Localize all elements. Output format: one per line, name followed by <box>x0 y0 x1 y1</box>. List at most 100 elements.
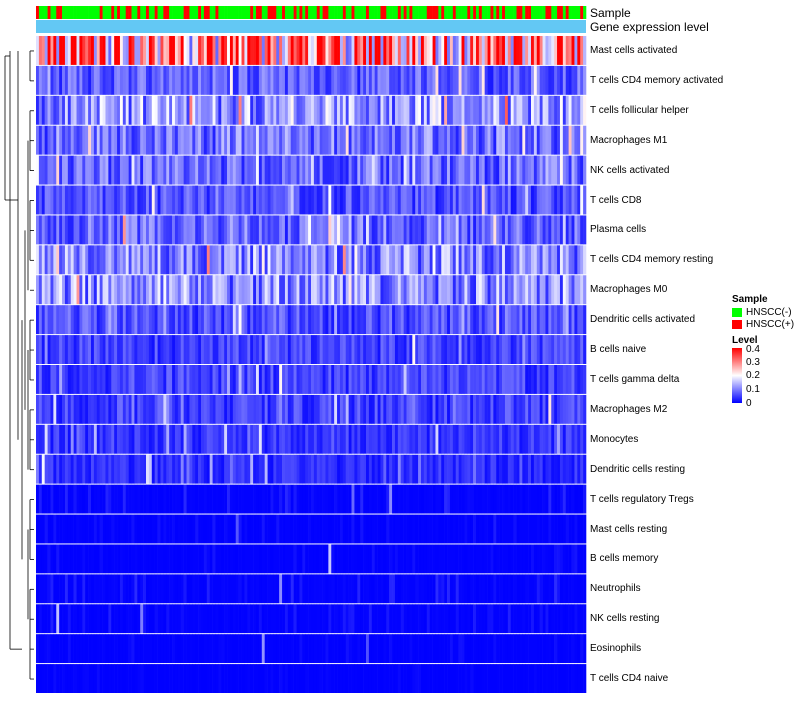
heatmap-cell <box>198 65 202 95</box>
heatmap-cell <box>41 335 45 364</box>
heatmap-cell <box>461 365 465 394</box>
heatmap-cell <box>276 484 280 514</box>
heatmap-cell <box>302 574 306 604</box>
heatmap-cell <box>551 215 555 245</box>
heatmap-cell <box>209 484 213 514</box>
heatmap-cell <box>36 664 40 693</box>
heatmap-cell <box>380 394 384 424</box>
heatmap-cell <box>154 95 158 125</box>
heatmap-cell <box>229 394 234 424</box>
heatmap-cell <box>562 394 567 424</box>
heatmap-cell <box>70 215 74 245</box>
heatmap-cell <box>177 95 182 125</box>
heatmap-cell <box>192 335 196 364</box>
heatmap-cell <box>371 394 375 424</box>
heatmap-cell <box>386 664 390 693</box>
heatmap-cell <box>412 574 416 604</box>
heatmap-cell <box>209 394 213 424</box>
heatmap-cell <box>334 424 338 454</box>
heatmap-cell <box>519 245 523 275</box>
heatmap-cell <box>108 125 112 155</box>
heatmap-cell <box>296 664 300 693</box>
heatmap-cell <box>577 95 581 125</box>
heatmap-cell <box>331 155 335 185</box>
heatmap-cell <box>392 185 396 215</box>
heatmap-cell <box>473 335 477 364</box>
heatmap-cell <box>105 305 109 335</box>
heatmap-cell <box>516 95 520 125</box>
heatmap-cell <box>504 454 509 484</box>
heatmap-cell <box>452 125 457 155</box>
heatmap-cell <box>273 215 277 245</box>
heatmap-cell <box>279 185 283 215</box>
heatmap-cell <box>464 185 468 215</box>
row-label: T cells CD4 memory resting <box>590 254 714 266</box>
heatmap-cell <box>493 65 497 95</box>
heatmap-cell <box>539 454 543 484</box>
heatmap-cell <box>548 155 552 185</box>
heatmap-cell <box>128 514 132 544</box>
heatmap-cell <box>261 454 265 484</box>
heatmap-cell <box>189 305 193 335</box>
heatmap-cell <box>449 185 454 215</box>
heatmap-cell <box>519 365 523 394</box>
heatmap-cell <box>559 155 564 185</box>
heatmap-cell <box>203 484 208 514</box>
heatmap-cell <box>412 215 416 245</box>
heatmap-cell <box>183 335 187 364</box>
heatmap-cell <box>221 125 225 155</box>
heatmap-cell <box>186 514 190 544</box>
heatmap-cell <box>354 514 358 544</box>
heatmap-cell <box>467 185 471 215</box>
heatmap-cell <box>174 245 179 275</box>
sample-annotation-cell <box>157 6 161 19</box>
heatmap-cell <box>146 365 150 394</box>
sample-annotation-cell <box>102 6 106 19</box>
heatmap-cell <box>577 36 581 65</box>
sample-annotation-cell <box>403 6 407 19</box>
heatmap-cell <box>516 394 520 424</box>
sample-annotation-cell <box>565 6 569 19</box>
heatmap-cell <box>551 484 555 514</box>
heatmap-cell <box>163 36 167 65</box>
heatmap-cell <box>412 305 416 335</box>
heatmap-cell <box>189 215 193 245</box>
heatmap-cell <box>490 215 494 245</box>
heatmap-cell <box>224 634 228 664</box>
heatmap-cell <box>548 335 552 364</box>
heatmap-cell <box>337 634 341 664</box>
heatmap-cell <box>371 155 375 185</box>
heatmap-cell <box>415 95 419 125</box>
heatmap-cell <box>325 275 329 305</box>
heatmap-cell <box>470 185 474 215</box>
heatmap-cell <box>377 335 381 364</box>
heatmap-cell <box>93 185 98 215</box>
heatmap-cell <box>513 215 517 245</box>
heatmap-cell <box>261 664 265 693</box>
heatmap-cell <box>470 484 474 514</box>
heatmap-cell <box>267 245 271 275</box>
heatmap-cell <box>76 125 80 155</box>
heatmap-cell <box>203 65 208 95</box>
heatmap-cell <box>565 544 569 574</box>
heatmap-cell <box>201 65 205 95</box>
heatmap-cell <box>270 335 274 364</box>
heatmap-cell <box>331 454 335 484</box>
heatmap-cell <box>493 95 497 125</box>
heatmap-cell <box>429 275 433 305</box>
heatmap-cell <box>163 394 167 424</box>
heatmap-cell <box>256 125 260 155</box>
row-dendrogram <box>4 50 34 680</box>
heatmap-cell <box>273 394 277 424</box>
heatmap-cell <box>319 95 323 125</box>
heatmap-cell <box>487 604 491 634</box>
sample-annotation-cell <box>580 6 584 19</box>
heatmap-cell <box>238 65 242 95</box>
heatmap-cell <box>392 275 396 305</box>
heatmap-cell <box>536 65 540 95</box>
heatmap-cell <box>111 185 115 215</box>
heatmap-cell <box>377 394 381 424</box>
heatmap-cell <box>198 454 202 484</box>
heatmap-cell <box>209 215 213 245</box>
heatmap-cell <box>131 185 135 215</box>
